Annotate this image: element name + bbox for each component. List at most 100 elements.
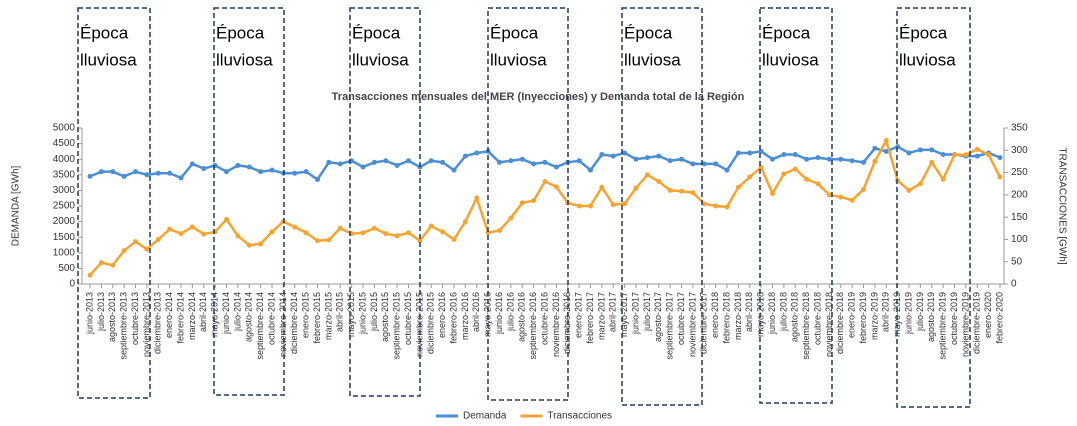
x-tick-label: noviembre-2016 [551,292,561,357]
x-tick-label: enero-2016 [437,292,447,338]
x-tick-label: septiembre-2015 [392,292,402,360]
point [713,203,719,209]
y2-tick-label: 200 [1011,189,1028,200]
x-tick-label: julio-2014 [232,292,242,332]
annotation-box [77,7,151,399]
annotation-text: lluviosa [899,50,956,69]
point [622,201,628,207]
point [497,228,502,234]
point [906,187,912,193]
point [588,167,593,173]
point [917,181,923,187]
annotation-box [213,7,285,396]
point [315,176,320,182]
annotation-text: lluviosa [80,50,137,69]
x-tick-label: noviembre-2017 [687,292,697,357]
x-tick-label: agosto-2017 [653,292,663,342]
y2-tick-label: 0 [1011,279,1017,290]
point [98,260,104,266]
x-tick-label: octubre-2013 [130,292,140,345]
x-tick-label: septiembre-2019 [938,292,948,360]
x-tick-label: agosto-2013 [107,292,117,342]
x-tick-label: diciembre-2013 [153,292,163,354]
x-tick-label: mayo-2017 [619,292,629,337]
point [838,156,844,162]
point [417,238,423,244]
point [462,219,468,225]
point [861,159,866,165]
point [701,161,707,167]
x-tick-label: octubre-2014 [266,292,276,345]
x-tick-label: abril-2019 [881,292,891,332]
annotation-text: Época [490,23,539,42]
x-tick-label: febrero-2014 [175,292,185,344]
point [724,204,730,210]
point [508,158,514,164]
annotation-text: Época [899,23,948,42]
x-tick-label: enero-2017 [574,292,584,338]
x-tick-label: diciembre-2018 [835,292,845,354]
annotation-box [487,7,569,401]
annotation-text: Época [762,23,811,42]
x-tick-label: julio-2018 [778,292,788,332]
point [770,156,775,162]
annotation-text: Época [352,23,401,42]
x-tick-label: marzo-2019 [869,292,879,340]
y-tick-label: 0 [69,279,75,290]
point [326,159,332,165]
x-tick-label: marzo-2016 [460,292,470,340]
x-tick-label: junio-2014 [221,292,231,335]
point [940,152,946,158]
x-tick-label: diciembre-2015 [426,292,436,354]
x-tick-label: septiembre-2013 [119,292,129,360]
point [815,155,821,161]
point [735,150,741,156]
x-tick-label: mayo-2016 [483,292,493,337]
point [133,239,138,245]
point [588,203,593,209]
x-tick-label: octubre-2016 [539,292,549,345]
point [724,167,730,173]
point [406,158,411,164]
point [974,146,980,152]
point [224,216,229,222]
point [315,238,320,244]
y-tick-label: 4500 [53,138,76,149]
annotation-text: lluviosa [216,50,273,69]
point [872,158,878,164]
x-tick-label: enero-2020 [983,292,993,338]
annotation-text: Época [624,23,673,42]
point [383,158,389,164]
point [701,201,707,207]
x-tick-label: marzo-2017 [596,292,606,340]
point [713,161,719,167]
point [531,161,537,167]
point [929,147,935,153]
x-tick-label: febrero-2020 [994,292,1004,344]
point [269,167,275,173]
point [155,170,161,176]
point [258,169,264,175]
point [519,200,525,206]
point [121,173,127,179]
x-tick-label: febrero-2018 [721,292,731,344]
y-tick-label: 1000 [53,247,76,258]
point [235,162,241,168]
y2-tick-label: 100 [1011,234,1028,245]
y2-tick-label: 300 [1011,145,1028,156]
point [303,230,309,236]
point [144,172,150,178]
point [906,150,912,156]
point [667,158,673,164]
point [610,153,616,159]
point [610,202,616,208]
y-tick-label: 5000 [53,123,76,134]
point [371,225,377,231]
point [519,156,525,162]
x-tick-label: julio-2013 [96,292,106,332]
point [326,237,332,243]
point [337,161,343,167]
point [747,150,753,156]
x-tick-label: noviembre-2018 [824,292,834,357]
y2-axis-label: TRANSACCIONES [GWh] [1056,147,1067,264]
